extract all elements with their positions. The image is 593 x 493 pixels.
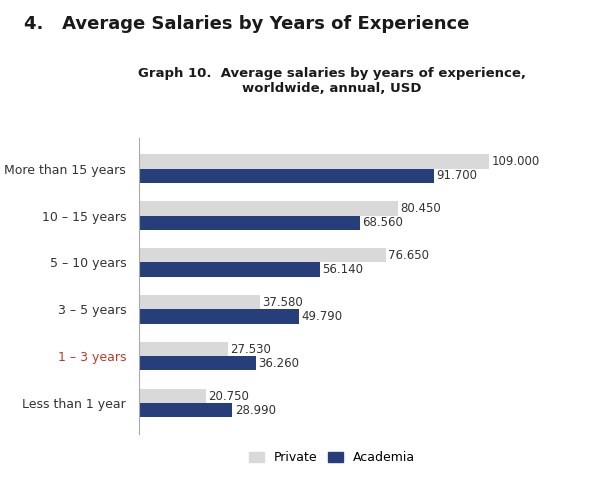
Bar bbox=[139, 356, 256, 370]
Bar bbox=[139, 403, 232, 418]
Bar bbox=[139, 202, 398, 215]
Text: 76.650: 76.650 bbox=[388, 249, 429, 262]
Bar bbox=[139, 389, 206, 403]
Text: 27.530: 27.530 bbox=[230, 343, 271, 356]
Bar bbox=[139, 154, 489, 169]
Text: 36.260: 36.260 bbox=[259, 357, 299, 370]
Text: 91.700: 91.700 bbox=[436, 169, 477, 182]
Bar bbox=[139, 215, 359, 230]
Text: 37.580: 37.580 bbox=[263, 296, 304, 309]
Bar bbox=[139, 295, 260, 310]
Legend: Private, Academia: Private, Academia bbox=[244, 446, 420, 469]
Text: 80.450: 80.450 bbox=[400, 202, 441, 215]
Bar bbox=[139, 342, 228, 356]
Text: 56.140: 56.140 bbox=[322, 263, 364, 276]
Text: 68.560: 68.560 bbox=[362, 216, 403, 229]
Text: 28.990: 28.990 bbox=[235, 404, 276, 417]
Text: 20.750: 20.750 bbox=[209, 390, 250, 403]
Bar bbox=[139, 310, 299, 323]
Bar bbox=[139, 169, 434, 182]
Text: 49.790: 49.790 bbox=[302, 310, 343, 323]
Text: Graph 10.  Average salaries by years of experience,
worldwide, annual, USD: Graph 10. Average salaries by years of e… bbox=[138, 67, 526, 95]
Bar bbox=[139, 262, 320, 277]
Bar bbox=[139, 248, 385, 262]
Text: 109.000: 109.000 bbox=[492, 155, 540, 168]
Text: 4.   Average Salaries by Years of Experience: 4. Average Salaries by Years of Experien… bbox=[24, 15, 469, 33]
